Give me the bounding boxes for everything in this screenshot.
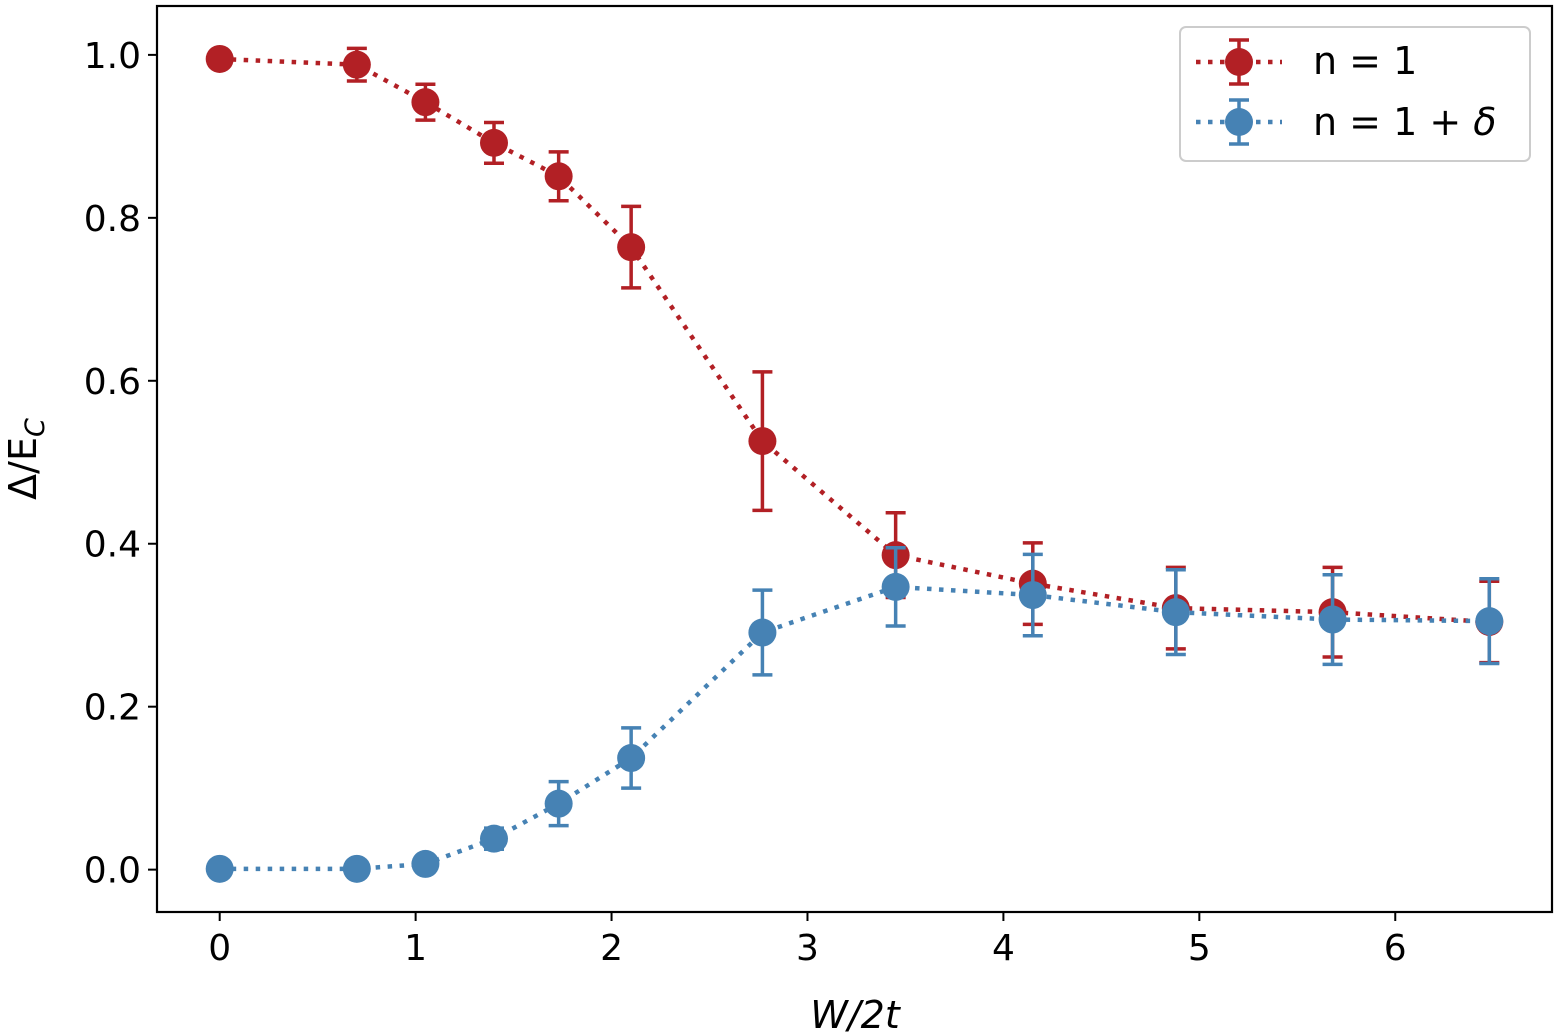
data-point: [544, 789, 573, 818]
y-axis-label: Δ/EC: [1, 418, 51, 500]
y-axis-label-main: Δ/E: [1, 437, 45, 500]
data-point: [342, 854, 371, 883]
y-tick-label: 1.0: [84, 36, 141, 77]
y-axis-label-subscript: C: [20, 418, 51, 437]
legend-entry-delta-symbol: δ: [1473, 100, 1496, 144]
data-point: [617, 744, 646, 773]
data-point: [748, 427, 777, 456]
legend-marker: [1225, 108, 1253, 136]
series-line: [219, 56, 1490, 625]
y-tick-label: 0.2: [84, 688, 141, 729]
data-point: [1475, 607, 1504, 636]
legend-entry-n1-delta: n = 1 + δ: [1313, 100, 1497, 144]
plot-frame: [155, 4, 1554, 914]
legend: n = 1 n = 1 + δ: [1179, 26, 1531, 162]
data-point: [205, 854, 234, 883]
data-point: [479, 128, 508, 157]
legend-entry-n1-delta-prefix: n = 1 +: [1313, 100, 1473, 144]
data-point: [748, 618, 777, 647]
data-point: [881, 572, 910, 601]
data-point: [617, 233, 646, 262]
data-point: [544, 162, 573, 191]
x-tick-label: 1: [404, 928, 427, 969]
x-tick-label: 5: [1188, 928, 1211, 969]
y-tick-label: 0.4: [84, 525, 141, 566]
x-tick-label: 4: [992, 928, 1015, 969]
legend-handle-n1: [1196, 38, 1282, 86]
x-tick-label: 0: [208, 928, 231, 969]
data-point: [411, 849, 440, 878]
data-point: [342, 50, 371, 79]
data-point: [1318, 605, 1347, 634]
y-tick-label: 0.8: [84, 199, 141, 240]
data-point: [205, 44, 234, 73]
x-axis-label: W/2t: [810, 993, 902, 1034]
ticks-layer: 0 1 2 3 4 5 6 0.0 0.2 0.4 0.6 0.8 1.0: [84, 36, 1407, 969]
y-tick-label: 0.6: [84, 362, 141, 403]
legend-marker: [1225, 48, 1253, 76]
legend-handles: [1196, 38, 1282, 146]
x-tick-label: 2: [600, 928, 623, 969]
legend-entry-n1: n = 1: [1313, 39, 1417, 83]
legend-frame: [1179, 26, 1531, 162]
series-layer: [205, 44, 1504, 883]
series-n1-delta: [205, 546, 1504, 883]
data-point: [1018, 581, 1047, 610]
data-point: [479, 824, 508, 853]
data-point: [1161, 598, 1190, 627]
x-tick-label: 6: [1384, 928, 1407, 969]
data-point: [411, 88, 440, 117]
x-tick-label: 3: [796, 928, 819, 969]
legend-handle-n1-delta: [1196, 98, 1282, 146]
y-tick-label: 0.0: [84, 851, 141, 892]
